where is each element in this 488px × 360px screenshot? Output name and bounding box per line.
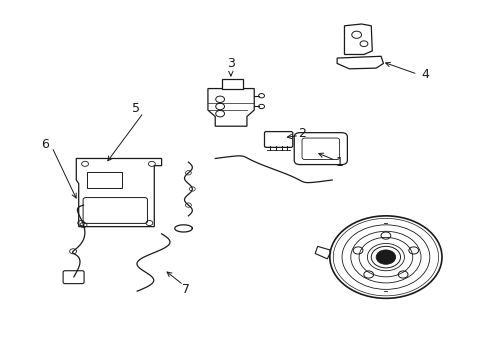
Text: 1: 1: [335, 156, 343, 169]
FancyBboxPatch shape: [63, 271, 84, 284]
Text: 7: 7: [182, 283, 190, 296]
Polygon shape: [336, 56, 383, 69]
FancyBboxPatch shape: [264, 132, 292, 147]
Circle shape: [375, 250, 395, 264]
Text: 4: 4: [420, 68, 428, 81]
Text: 5: 5: [132, 103, 140, 116]
Text: 6: 6: [41, 138, 48, 150]
FancyBboxPatch shape: [83, 198, 147, 224]
Polygon shape: [207, 89, 254, 126]
Text: 2: 2: [298, 127, 305, 140]
Polygon shape: [344, 24, 371, 54]
FancyBboxPatch shape: [294, 133, 346, 165]
Polygon shape: [315, 246, 329, 259]
Text: 3: 3: [226, 57, 234, 69]
FancyBboxPatch shape: [87, 172, 122, 188]
Polygon shape: [76, 158, 161, 226]
FancyBboxPatch shape: [302, 138, 339, 159]
FancyBboxPatch shape: [221, 79, 243, 89]
